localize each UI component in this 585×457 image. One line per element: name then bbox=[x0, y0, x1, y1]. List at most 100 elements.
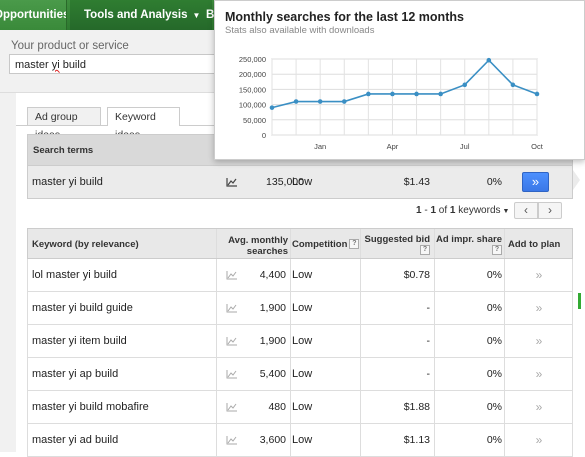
left-strip bbox=[0, 93, 16, 452]
search-term-avg: 135,000 bbox=[266, 176, 304, 188]
ad-impr-share-cell: 0% bbox=[486, 302, 502, 314]
add-to-plan-cell: » bbox=[506, 259, 572, 291]
tab-ad-group-ideas[interactable]: Ad group ideas bbox=[27, 107, 101, 141]
col-divider bbox=[216, 358, 217, 390]
monthly-searches-chart: 0 50,000 100,000 150,000 200,000 250,000 Jan Ap… bbox=[239, 55, 544, 151]
keyword-cell: master yi build mobafire bbox=[32, 401, 149, 413]
keyword-table-header: Keyword (by relevance) Avg. monthly searc… bbox=[27, 228, 573, 259]
plot-frame bbox=[271, 58, 538, 136]
pagination-summary: 1 - 1 of 1 keywords ▼ bbox=[416, 205, 509, 216]
data-point bbox=[317, 99, 323, 104]
competition-cell: Low bbox=[292, 269, 313, 281]
col-divider bbox=[434, 325, 435, 357]
col-divider bbox=[216, 424, 217, 456]
x-tick-label: Jul bbox=[460, 142, 470, 151]
line-chart-icon[interactable] bbox=[226, 270, 238, 280]
col-divider bbox=[216, 229, 217, 258]
chart-cell bbox=[218, 259, 246, 291]
add-to-plan-icon[interactable]: » bbox=[535, 334, 543, 348]
help-icon[interactable]: ? bbox=[492, 245, 502, 256]
line-chart-icon[interactable] bbox=[226, 402, 238, 412]
search-term-bid: $1.43 bbox=[403, 176, 430, 188]
col-divider bbox=[504, 292, 505, 324]
y-tick-label: 200,000 bbox=[239, 70, 266, 79]
col-competition[interactable]: Competition? bbox=[292, 239, 360, 250]
table-row: master yi build guide 1,900 Low - 0% » bbox=[27, 292, 573, 325]
competition-cell: Low bbox=[292, 335, 313, 347]
competition-cell: Low bbox=[292, 368, 313, 380]
line-chart-icon[interactable] bbox=[226, 303, 238, 313]
data-point bbox=[269, 105, 275, 110]
nav-tools-and-analysis[interactable]: Tools and Analysis ▼ bbox=[70, 0, 212, 30]
suggested-bid-cell: - bbox=[426, 335, 431, 347]
prev-page-button[interactable]: ‹ bbox=[514, 202, 538, 219]
col-keyword[interactable]: Keyword (by relevance) bbox=[32, 239, 139, 250]
line-chart-icon[interactable] bbox=[226, 369, 238, 379]
help-icon[interactable]: ? bbox=[420, 245, 430, 256]
series-line bbox=[271, 59, 538, 109]
ad-impr-share-cell: 0% bbox=[486, 401, 502, 413]
col-divider bbox=[216, 391, 217, 423]
col-divider bbox=[360, 325, 361, 357]
pager-total: 1 bbox=[449, 205, 456, 216]
col-divider bbox=[434, 292, 435, 324]
add-to-plan-icon[interactable]: » bbox=[535, 367, 543, 381]
next-page-button[interactable]: › bbox=[538, 202, 562, 219]
col-divider bbox=[434, 259, 435, 291]
avg-searches-cell: 3,600 bbox=[259, 434, 286, 446]
line-chart-icon[interactable] bbox=[226, 435, 238, 445]
avg-searches-cell: 4,400 bbox=[259, 269, 286, 281]
col-divider bbox=[504, 391, 505, 423]
keyword-cell: lol master yi build bbox=[32, 269, 117, 281]
suggested-bid-cell: - bbox=[426, 368, 431, 380]
keyword-cell: master yi build guide bbox=[32, 302, 133, 314]
line-chart-icon[interactable] bbox=[226, 336, 238, 346]
popup-subtitle: Stats also available with downloads bbox=[225, 25, 375, 36]
data-point bbox=[534, 91, 540, 97]
line-chart-icon[interactable] bbox=[226, 177, 238, 187]
data-point bbox=[341, 99, 347, 104]
col-divider bbox=[504, 259, 505, 291]
col-divider bbox=[290, 424, 291, 456]
col-bid-label: Suggested bid bbox=[364, 234, 430, 245]
nav-opportunities[interactable]: Opportunities bbox=[0, 0, 67, 30]
chart-cell bbox=[218, 292, 246, 324]
nav-next-item[interactable]: B bbox=[206, 9, 215, 21]
pager-end: 1 bbox=[430, 205, 437, 216]
add-to-plan-icon[interactable]: » bbox=[535, 301, 543, 315]
col-avg-monthly[interactable]: Avg. monthly searches bbox=[218, 235, 288, 257]
chart-cell bbox=[218, 325, 246, 357]
data-point bbox=[486, 57, 492, 63]
data-point bbox=[293, 99, 299, 104]
avg-searches-cell: 1,900 bbox=[259, 335, 286, 347]
col-share-label: Ad impr. share bbox=[436, 234, 502, 245]
pager-unit[interactable]: keywords bbox=[455, 205, 501, 216]
add-to-plan-icon[interactable]: » bbox=[535, 433, 543, 447]
col-ad-impr-share[interactable]: Ad impr. share? bbox=[436, 234, 502, 256]
table-row: master yi build mobafire 480 Low $1.88 0% » bbox=[27, 391, 573, 424]
chevron-left-icon: ‹ bbox=[524, 203, 528, 217]
x-tick-label: Apr bbox=[387, 142, 399, 151]
col-divider bbox=[504, 358, 505, 390]
product-input[interactable]: master yi build bbox=[9, 54, 224, 74]
search-term-competition: Low bbox=[292, 176, 313, 188]
data-point bbox=[438, 91, 443, 97]
pager-start: 1 bbox=[416, 205, 422, 216]
col-suggested-bid[interactable]: Suggested bid? bbox=[362, 234, 430, 256]
col-divider bbox=[290, 325, 291, 357]
ad-impr-share-cell: 0% bbox=[486, 434, 502, 446]
col-divider bbox=[290, 229, 291, 258]
y-tick-label: 0 bbox=[262, 131, 266, 140]
add-to-plan-icon[interactable]: » bbox=[535, 268, 543, 282]
chevron-down-icon: ▼ bbox=[192, 11, 201, 20]
add-to-plan-icon[interactable]: » bbox=[535, 400, 543, 414]
col-competition-label: Competition bbox=[292, 239, 348, 250]
product-value-misspelled: yi bbox=[51, 59, 60, 71]
caret-down-icon[interactable]: ▼ bbox=[502, 208, 510, 215]
help-icon[interactable]: ? bbox=[349, 239, 360, 250]
col-divider bbox=[504, 424, 505, 456]
competition-cell: Low bbox=[292, 401, 313, 413]
add-to-plan-button[interactable]: » bbox=[522, 172, 549, 192]
tab-keyword-ideas[interactable]: Keyword ideas bbox=[107, 107, 180, 141]
row-pointer bbox=[573, 170, 580, 190]
